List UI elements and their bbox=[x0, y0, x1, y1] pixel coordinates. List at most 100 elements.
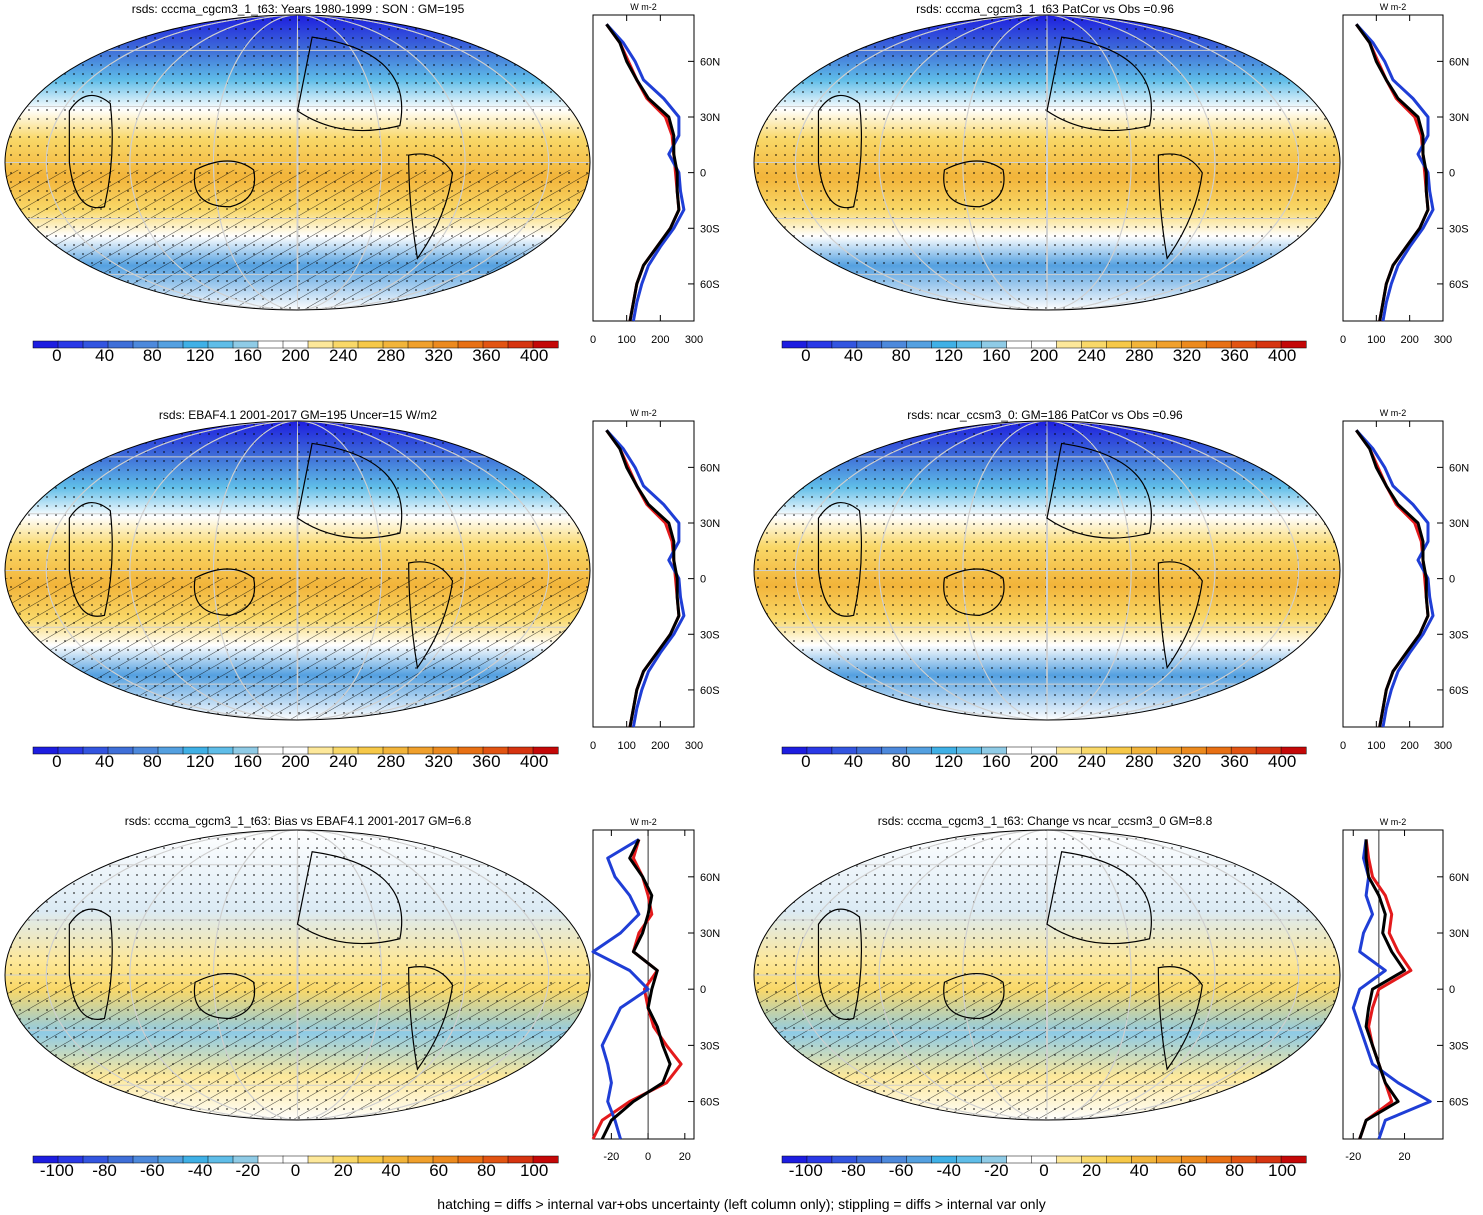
colorbar-tick-label: 0 bbox=[801, 346, 810, 365]
colorbar-tick-label: -20 bbox=[984, 1161, 1009, 1180]
zonal-x-tick-label: 20 bbox=[1398, 1151, 1410, 1163]
zonal-y-tick-label: 0 bbox=[700, 168, 706, 180]
zonal-unit: W m-2 bbox=[1380, 408, 1407, 418]
zonal-y-tick-label: 30S bbox=[700, 629, 720, 641]
graticule-lon bbox=[296, 830, 299, 1120]
graticule-lon bbox=[296, 421, 299, 720]
colorbar-tick-label: 0 bbox=[291, 1161, 300, 1180]
zonal-mean-5: -20 0 20 60N 30N 0 30S 60S W m-2 bbox=[591, 817, 720, 1163]
colorbar-tick-label: 40 bbox=[844, 346, 863, 365]
colorbar-tick-label: 120 bbox=[935, 346, 963, 365]
colorbar-tick-label: 360 bbox=[1220, 346, 1248, 365]
graticule-lon bbox=[1046, 421, 1048, 720]
coastline bbox=[1046, 442, 1152, 539]
zonal-unit: W m-2 bbox=[1380, 817, 1407, 827]
coastline bbox=[68, 908, 113, 1020]
colorbar-swatch bbox=[257, 1155, 284, 1164]
zonal-unit: W m-2 bbox=[630, 408, 657, 418]
colorbar-tick-label: 120 bbox=[935, 752, 963, 771]
zonal-series-line bbox=[591, 838, 650, 1140]
colorbar-swatch bbox=[357, 1155, 384, 1164]
colorbar-tick-label: 160 bbox=[982, 752, 1010, 771]
colorbar-swatch bbox=[307, 1155, 334, 1164]
coastline bbox=[193, 160, 256, 208]
zonal-y-tick-label: 30N bbox=[700, 518, 720, 530]
colorbar-swatch bbox=[1006, 1155, 1033, 1164]
zonal-y-tick-label: 0 bbox=[700, 984, 706, 996]
colorbar-tick-label: -80 bbox=[841, 1161, 866, 1180]
zonal-series-line bbox=[1355, 23, 1435, 322]
colorbar-tick-label: 240 bbox=[1077, 752, 1105, 771]
map-outline bbox=[753, 829, 1341, 1121]
map-panel-6: rsds: cccma_cgcm3_1_t63: Change vs ncar_… bbox=[753, 814, 1341, 1121]
map-outline bbox=[753, 420, 1341, 721]
panel-title: rsds: ncar_ccsm3_0: GM=186 PatCor vs Obs… bbox=[907, 408, 1183, 422]
zonal-y-tick-label: 0 bbox=[1449, 984, 1455, 996]
coastline bbox=[1046, 851, 1152, 945]
coastline bbox=[817, 94, 863, 209]
zonal-unit: W m-2 bbox=[630, 2, 657, 12]
colorbar-tick-label: 80 bbox=[1225, 1161, 1244, 1180]
zonal-x-tick-label: -20 bbox=[1345, 1151, 1361, 1163]
coastline bbox=[68, 94, 113, 209]
colorbar-tick-label: 200 bbox=[1030, 346, 1058, 365]
colorbar-tick-label: 120 bbox=[186, 346, 214, 365]
colorbar-tick-label: 40 bbox=[95, 346, 114, 365]
graticule-lon bbox=[878, 830, 1216, 1120]
colorbar-tick-label: 40 bbox=[1130, 1161, 1149, 1180]
colorbar-tick-label: 200 bbox=[281, 346, 309, 365]
coastline bbox=[817, 908, 863, 1020]
colorbar-tick-label: 240 bbox=[329, 346, 357, 365]
graticule-lon bbox=[1046, 15, 1048, 310]
colorbar-tick-label: 320 bbox=[1173, 752, 1201, 771]
coastline bbox=[296, 442, 403, 539]
coastline bbox=[408, 966, 454, 1071]
colorbar-tick-label: 0 bbox=[801, 752, 810, 771]
zonal-y-tick-label: 60N bbox=[1449, 462, 1469, 474]
zonal-series-line bbox=[605, 23, 681, 322]
colorbar-tick-label: -40 bbox=[188, 1161, 213, 1180]
map-panel-1: rsds: cccma_cgcm3_1_t63: Years 1980-1999… bbox=[4, 2, 591, 311]
zonal-x-tick-label: 200 bbox=[1400, 334, 1418, 346]
zonal-series-line bbox=[1358, 839, 1406, 1140]
colorbar-5: -100 -80 -60 -40 -20 0 20 40 60 80 100 bbox=[32, 1155, 559, 1180]
colorbar-tick-label: 320 bbox=[424, 752, 452, 771]
zonal-x-tick-label: 200 bbox=[1400, 740, 1418, 752]
zonal-unit: W m-2 bbox=[1380, 2, 1407, 12]
colorbar-swatch bbox=[1280, 746, 1307, 755]
zonal-x-tick-label: 300 bbox=[685, 740, 703, 752]
graticule-lon bbox=[878, 15, 1216, 310]
colorbar-swatch bbox=[806, 340, 833, 349]
zonal-x-tick-label: 0 bbox=[590, 334, 596, 346]
colorbar-swatch bbox=[532, 746, 559, 755]
coastline bbox=[408, 561, 454, 670]
zonal-x-tick-label: 200 bbox=[651, 740, 669, 752]
colorbar-swatch bbox=[532, 340, 559, 349]
colorbar-tick-label: 240 bbox=[329, 752, 357, 771]
colorbar-4: 0 40 80 120 160 200 240 280 320 360 400 bbox=[781, 746, 1307, 771]
zonal-y-tick-label: 30N bbox=[1449, 112, 1469, 124]
zonal-mean-3: 0 100 200 300 60N 30N 0 30S 60S W m-2 bbox=[590, 408, 720, 752]
zonal-x-tick-label: 0 bbox=[1340, 740, 1346, 752]
zonal-mean-1: 0 100 200 300 60N 30N 0 30S 60S W m-2 bbox=[590, 2, 720, 346]
colorbar-tick-label: 360 bbox=[1220, 752, 1248, 771]
coastline bbox=[408, 153, 454, 260]
zonal-x-tick-label: 20 bbox=[679, 1151, 691, 1163]
coastline bbox=[817, 502, 863, 617]
zonal-y-tick-label: 0 bbox=[1449, 168, 1455, 180]
colorbar-tick-label: 400 bbox=[1268, 346, 1296, 365]
colorbar-tick-label: 360 bbox=[472, 346, 500, 365]
map-outline bbox=[4, 14, 591, 311]
coastline bbox=[296, 36, 403, 132]
zonal-y-tick-label: 60N bbox=[1449, 56, 1469, 68]
colorbar-tick-label: 40 bbox=[844, 752, 863, 771]
coastline bbox=[943, 160, 1005, 208]
colorbar-tick-label: 320 bbox=[1173, 346, 1201, 365]
coastline bbox=[943, 568, 1005, 616]
zonal-y-tick-label: 30S bbox=[1449, 1040, 1469, 1052]
graticule-lon bbox=[1046, 830, 1048, 1120]
colorbar-tick-label: 160 bbox=[982, 346, 1010, 365]
zonal-x-tick-label: 100 bbox=[617, 740, 635, 752]
zonal-frame bbox=[1342, 829, 1444, 1140]
zonal-x-tick-label: 300 bbox=[685, 334, 703, 346]
